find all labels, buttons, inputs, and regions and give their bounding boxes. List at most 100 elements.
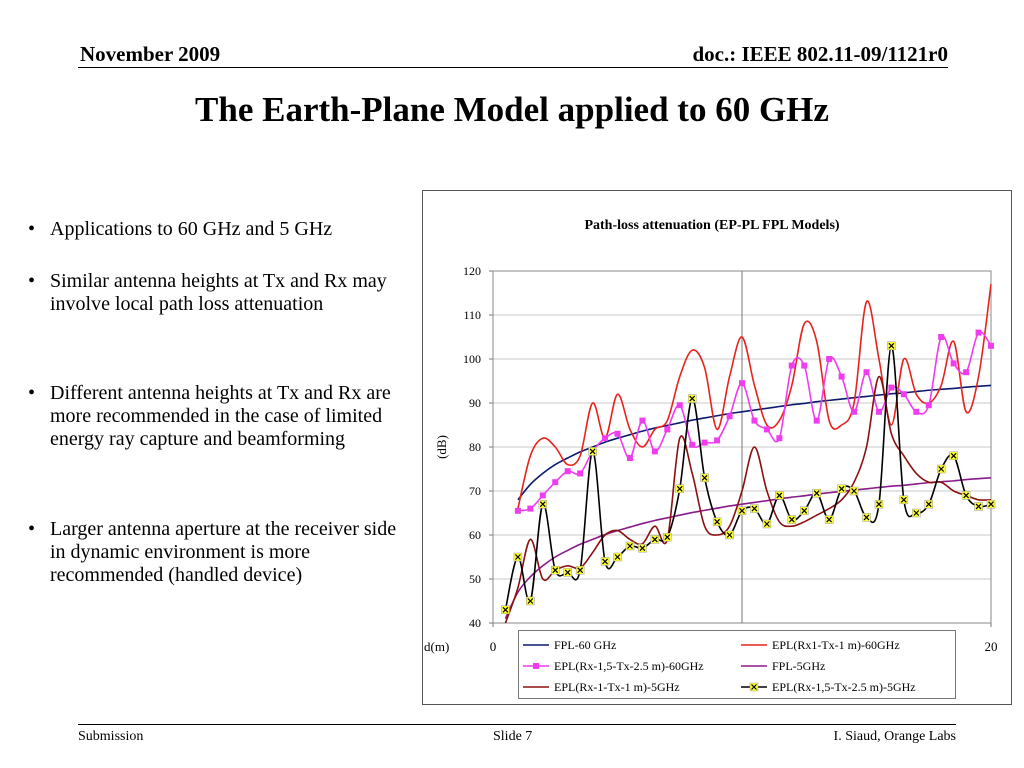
point-cross [739,507,745,514]
point [701,439,708,446]
point [813,417,820,424]
point-cross [714,518,721,525]
legend-marker-cross [751,684,757,690]
y-tick-label: 120 [463,264,481,278]
point-cross [627,543,633,549]
header-date: November 2009 [80,42,221,66]
point-cross [788,516,795,523]
point [888,384,895,391]
point [751,417,758,424]
point [776,435,783,442]
point [639,417,646,424]
point-cross [801,507,808,514]
point-cross [689,395,696,402]
chart-title: Path-loss attenuation (EP-PL FPL Models) [584,218,839,233]
point-cross [701,474,708,481]
legend-label: FPL-60 GHz [554,638,616,652]
point [763,426,770,433]
legend-label: EPL(Rx-1,5-Tx-2.5 m)-5GHz [772,680,916,694]
point-cross [664,534,671,541]
x-tick-label: 20 [985,639,998,654]
legend-label: FPL-5GHz [772,659,825,673]
point [913,408,920,415]
point-cross [502,606,509,613]
point [950,360,957,367]
point [651,448,658,455]
point [925,402,932,409]
point-cross [988,501,994,508]
point-cross [539,501,546,508]
point-cross [614,554,621,560]
y-tick-label: 100 [463,352,481,366]
point-cross [552,567,559,574]
point-cross [776,492,783,499]
point [863,369,870,376]
point [552,479,559,486]
point-cross [763,521,770,527]
series-line [517,284,992,509]
point-cross [913,510,920,516]
bullet: Larger antenna aperture at the receiver … [28,518,410,587]
point-cross [589,448,596,455]
point-cross [950,452,957,459]
point-cross [851,488,857,494]
legend-marker [533,663,539,669]
point [689,441,696,448]
point [963,369,970,376]
header-doc: doc.: IEEE 802.11-09/1121r0 [692,42,948,66]
point [614,430,621,437]
point [564,468,571,475]
bullet: Similar antenna heights at Tx and Rx may… [28,270,410,316]
point-cross [639,545,646,552]
footer-center: Slide 7 [493,729,533,744]
point-cross [514,554,521,560]
y-tick-label: 40 [469,616,481,630]
y-tick-label: 50 [469,572,481,586]
point [875,408,882,415]
footer-rule [78,724,956,725]
point [988,342,994,349]
point [664,426,671,433]
point-cross [726,532,733,538]
point [838,373,845,380]
y-tick-label: 60 [469,528,481,542]
bullet: Applications to 60 GHz and 5 GHz [28,218,410,241]
series-line [504,375,992,624]
y-tick-label: 70 [469,484,481,498]
point-cross [577,567,584,574]
point-cross [888,342,895,349]
point [539,492,546,499]
point-cross [751,505,758,512]
point-cross [938,466,945,472]
point [938,334,945,340]
legend-label: EPL(Rx-1-Tx-1 m)-5GHz [554,680,680,694]
legend-label: EPL(Rx-1,5-Tx-2.5 m)-60GHz [554,659,704,673]
point [975,329,982,336]
y-axis-label: (dB) [434,435,449,459]
point-cross [676,485,683,492]
y-tick-label: 80 [469,440,481,454]
point-cross [602,558,608,565]
point-cross [925,501,932,508]
x-axis-label: d(m) [424,639,449,654]
point [801,362,808,369]
series-line [504,477,992,619]
point [577,470,584,477]
header-rule [78,67,948,68]
point [851,408,858,415]
point-cross [975,503,982,510]
point [602,435,609,442]
bullet: Different antenna heights at Tx and Rx a… [28,382,410,451]
point [676,402,683,409]
point [514,507,521,514]
point [826,356,833,362]
point-cross [826,516,833,523]
point-cross [813,490,820,497]
point-cross [963,492,970,499]
point [788,362,795,369]
slide-title: The Earth-Plane Model applied to 60 GHz [195,90,829,129]
point-cross [863,514,870,521]
footer-left: Submission [78,729,144,744]
